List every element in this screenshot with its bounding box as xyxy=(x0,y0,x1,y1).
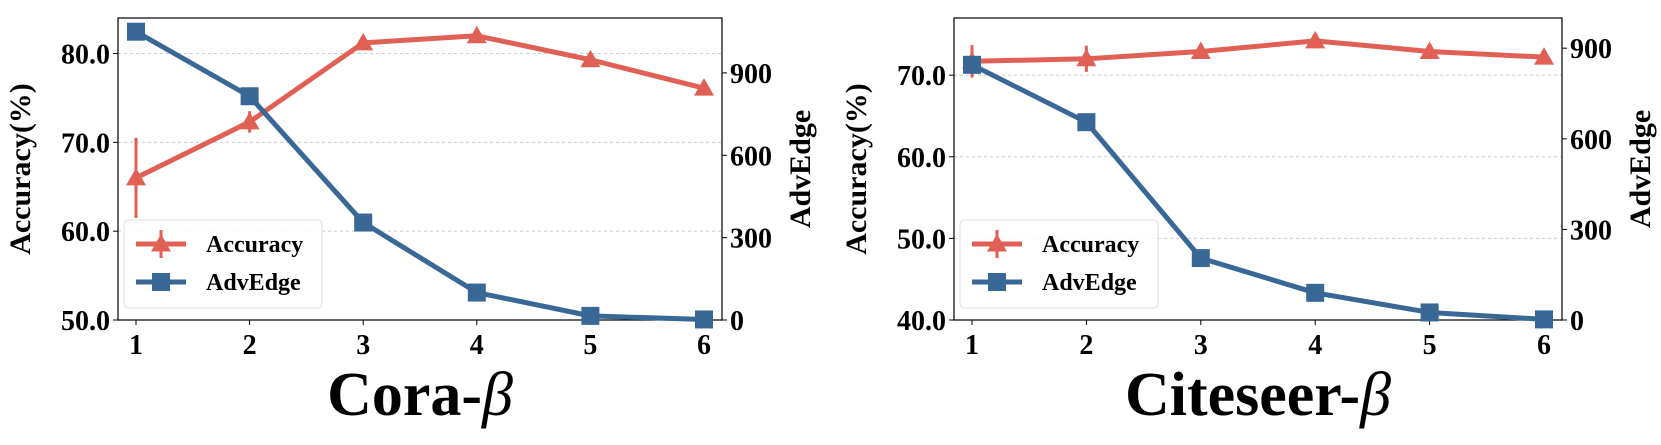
data-point-accuracy xyxy=(580,49,601,68)
chart-panel-1: 50.0 60.0 70.0 80.0 0 300 600 900 1 2 3 4 5 6 Accuracy… xyxy=(4,17,817,429)
y-tick-label: 80.0 xyxy=(61,40,110,71)
data-point-advedge xyxy=(1535,310,1553,329)
data-point-accuracy xyxy=(1305,30,1326,49)
plot-frame xyxy=(117,17,723,321)
legend-label: Accuracy xyxy=(206,232,303,258)
legend-label: Accuracy xyxy=(1042,232,1139,258)
y-tick-label: 40.0 xyxy=(897,306,946,337)
y-tick-label: 50.0 xyxy=(61,306,110,337)
data-point-advedge xyxy=(695,310,713,329)
data-point-accuracy xyxy=(466,25,487,44)
x-tick-label: 4 xyxy=(1308,330,1322,361)
legend-label: AdvEdge xyxy=(1042,270,1137,296)
data-point-accuracy xyxy=(1534,47,1554,65)
x-tick-label: 5 xyxy=(583,330,597,361)
y-tick-label: 70.0 xyxy=(61,128,110,159)
y-axis-label: Accuracy(%) xyxy=(840,83,873,255)
data-point-accuracy xyxy=(239,111,260,130)
series-line-advedge xyxy=(970,62,1545,322)
data-point-advedge xyxy=(354,213,373,232)
y2-tick-label: 600 xyxy=(1570,125,1612,156)
y2-tick-label: 0 xyxy=(730,306,744,337)
data-point-accuracy xyxy=(353,32,374,51)
plot-frame xyxy=(953,17,1563,321)
y2-tick-label: 600 xyxy=(730,141,772,172)
series-line-advedge xyxy=(134,29,705,322)
y2-axis-label: AdvEdge xyxy=(784,110,817,228)
y2-tick-label: 900 xyxy=(1570,34,1612,65)
x-tick-label: 3 xyxy=(356,330,370,361)
data-point-accuracy xyxy=(1190,41,1211,59)
legend-marker-square xyxy=(988,273,1006,291)
chart-title-symbol: β xyxy=(481,361,513,429)
x-tick-label: 3 xyxy=(1194,330,1208,361)
y-tick-label: 50.0 xyxy=(897,224,946,255)
x-tick-label: 6 xyxy=(1537,330,1551,361)
data-point-advedge xyxy=(1191,249,1210,268)
chart-title: Citeseer-β xyxy=(1125,361,1391,429)
x-tick-label: 1 xyxy=(965,330,979,361)
y-tick-label: 60.0 xyxy=(897,143,946,174)
y-tick-label: 60.0 xyxy=(61,217,110,248)
data-point-advedge xyxy=(467,283,486,302)
x-tick-label: 4 xyxy=(470,330,484,361)
chart-panel-2: 40.0 50.0 60.0 70.0 0 300 600 900 1 2 3 4 5 6 Accuracy… xyxy=(840,17,1657,429)
legend-marker-square xyxy=(152,273,170,291)
series-line-accuracy xyxy=(134,33,705,181)
data-point-advedge xyxy=(1306,283,1325,302)
y2-tick-label: 0 xyxy=(1570,306,1584,337)
data-point-advedge xyxy=(240,87,259,106)
legend-label: AdvEdge xyxy=(206,270,301,296)
data-point-accuracy xyxy=(694,78,714,96)
data-point-advedge xyxy=(963,55,981,74)
data-point-advedge xyxy=(1420,303,1439,322)
x-tick-label: 5 xyxy=(1423,330,1437,361)
y-tick-label: 70.0 xyxy=(897,61,946,92)
data-point-advedge xyxy=(1077,113,1096,132)
data-point-advedge xyxy=(581,306,600,325)
x-tick-label: 2 xyxy=(243,330,257,361)
y-axis-label: Accuracy(%) xyxy=(4,83,37,255)
y2-axis-label: AdvEdge xyxy=(1624,110,1657,228)
x-tick-label: 2 xyxy=(1079,330,1093,361)
series-line-accuracy xyxy=(971,38,1545,64)
chart-title: Cora-β xyxy=(327,361,513,429)
x-tick-label: 1 xyxy=(129,330,143,361)
chart-title-symbol: β xyxy=(1359,361,1391,429)
data-point-accuracy xyxy=(1419,41,1440,59)
data-point-accuracy xyxy=(126,167,146,186)
data-point-accuracy xyxy=(1076,48,1097,67)
y2-tick-label: 900 xyxy=(730,59,772,90)
y2-tick-label: 300 xyxy=(1570,215,1612,246)
data-point-advedge xyxy=(127,22,145,41)
y2-tick-label: 300 xyxy=(730,224,772,255)
x-tick-label: 6 xyxy=(697,330,711,361)
